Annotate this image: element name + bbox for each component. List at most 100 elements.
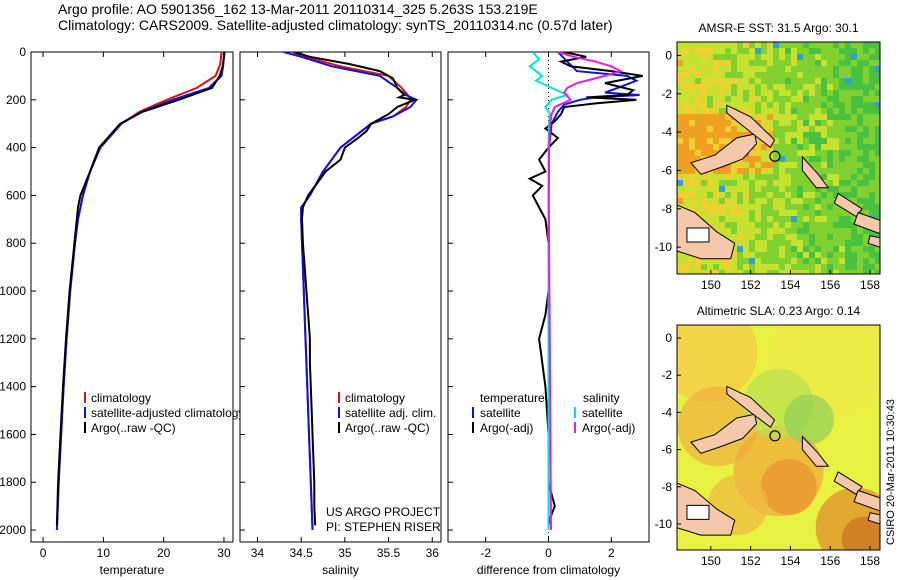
- sst-cell: [833, 180, 839, 186]
- sst-cell: [767, 246, 773, 252]
- sst-cell: [833, 174, 839, 180]
- sst-cell: [719, 96, 725, 102]
- sst-cell: [689, 114, 695, 120]
- sst-cell: [737, 84, 743, 90]
- sst-cell: [791, 180, 797, 186]
- sst-cell: [869, 90, 875, 96]
- sst-cell: [827, 180, 833, 186]
- sst-cell: [827, 192, 833, 198]
- sst-cell: [719, 228, 725, 234]
- sst-cell: [749, 186, 755, 192]
- sst-cell: [839, 216, 845, 222]
- sst-cell: [803, 108, 809, 114]
- sst-cell: [839, 84, 845, 90]
- sst-cell: [785, 48, 791, 54]
- sst-cell: [695, 258, 701, 264]
- sst-cell: [803, 114, 809, 120]
- sst-cell: [761, 42, 767, 48]
- sst-cell: [713, 168, 719, 174]
- legend-title-temperature: temperature: [480, 391, 545, 405]
- sst-cell: [809, 228, 815, 234]
- sst-cell: [767, 198, 773, 204]
- sst-cell: [701, 114, 707, 120]
- sst-cell: [815, 162, 821, 168]
- sst-cell: [731, 66, 737, 72]
- sst-cell: [713, 144, 719, 150]
- difference-series-temperature-argo-adj-: [527, 52, 643, 526]
- land-mass: [801, 155, 830, 189]
- sst-cell: [815, 84, 821, 90]
- temperature-ytick-label: 0: [19, 45, 26, 59]
- sst-cell: [683, 54, 689, 60]
- sst-cell: [785, 252, 791, 258]
- sst-cell: [719, 138, 725, 144]
- sst-cell: [857, 102, 863, 108]
- sst-cell: [701, 204, 707, 210]
- sst-cell: [827, 204, 833, 210]
- sst-cell: [809, 210, 815, 216]
- sst-cell: [767, 240, 773, 246]
- sst-cell: [737, 48, 743, 54]
- sst-cell: [833, 78, 839, 84]
- sst-cell: [875, 78, 880, 84]
- sst-cell: [695, 156, 701, 162]
- sst-cell: [833, 108, 839, 114]
- sst-cell: [875, 108, 880, 114]
- sst-cell: [821, 234, 827, 240]
- sst-cell: [743, 72, 749, 78]
- sst-cell: [851, 162, 857, 168]
- sst-cell: [857, 96, 863, 102]
- sst-cell: [779, 246, 785, 252]
- sst-cell: [773, 60, 779, 66]
- sst-cell: [863, 174, 869, 180]
- sst-cell: [809, 246, 815, 252]
- sst-cell: [863, 240, 869, 246]
- sst-cell: [719, 114, 725, 120]
- legend-label: climatology: [345, 391, 405, 405]
- sst-cell: [803, 54, 809, 60]
- sst-cell: [779, 240, 785, 246]
- sst-cell: [701, 258, 707, 264]
- sst-cell: [833, 48, 839, 54]
- sst-cell: [803, 198, 809, 204]
- sst_map-field: [677, 42, 880, 274]
- sst-cell: [731, 270, 737, 274]
- sst-cell: [731, 198, 737, 204]
- sst-cell: [701, 198, 707, 204]
- sst-cell: [707, 72, 713, 78]
- sst-cell: [725, 84, 731, 90]
- sst-cell: [827, 258, 833, 264]
- sst-cell: [689, 144, 695, 150]
- sst-cell: [761, 144, 767, 150]
- sst-cell: [791, 264, 797, 270]
- sst-cell: [863, 114, 869, 120]
- sst-cell: [785, 96, 791, 102]
- sst-cell: [683, 60, 689, 66]
- sst-cell: [803, 192, 809, 198]
- sst-cell: [677, 60, 683, 66]
- sst-cell: [683, 114, 689, 120]
- sst-cell: [827, 84, 833, 90]
- sst-cell: [845, 120, 851, 126]
- sst-cell: [737, 258, 743, 264]
- sst-cell: [851, 72, 857, 78]
- sst-cell: [797, 222, 803, 228]
- sst-cell: [773, 90, 779, 96]
- sst-cell: [761, 198, 767, 204]
- sst-cell: [875, 54, 880, 60]
- sst-cell: [701, 96, 707, 102]
- sst-cell: [821, 186, 827, 192]
- sst-cell: [773, 48, 779, 54]
- sst-cell: [815, 252, 821, 258]
- sst-cell: [785, 264, 791, 270]
- sst-cell: [863, 132, 869, 138]
- sst-cell: [779, 168, 785, 174]
- sst-cell: [701, 210, 707, 216]
- sst-cell: [677, 90, 683, 96]
- sst-cell: [875, 120, 880, 126]
- sst-cell: [863, 246, 869, 252]
- sst-cell: [683, 150, 689, 156]
- sst-cell: [851, 258, 857, 264]
- sst-cell: [851, 246, 857, 252]
- sst-cell: [797, 234, 803, 240]
